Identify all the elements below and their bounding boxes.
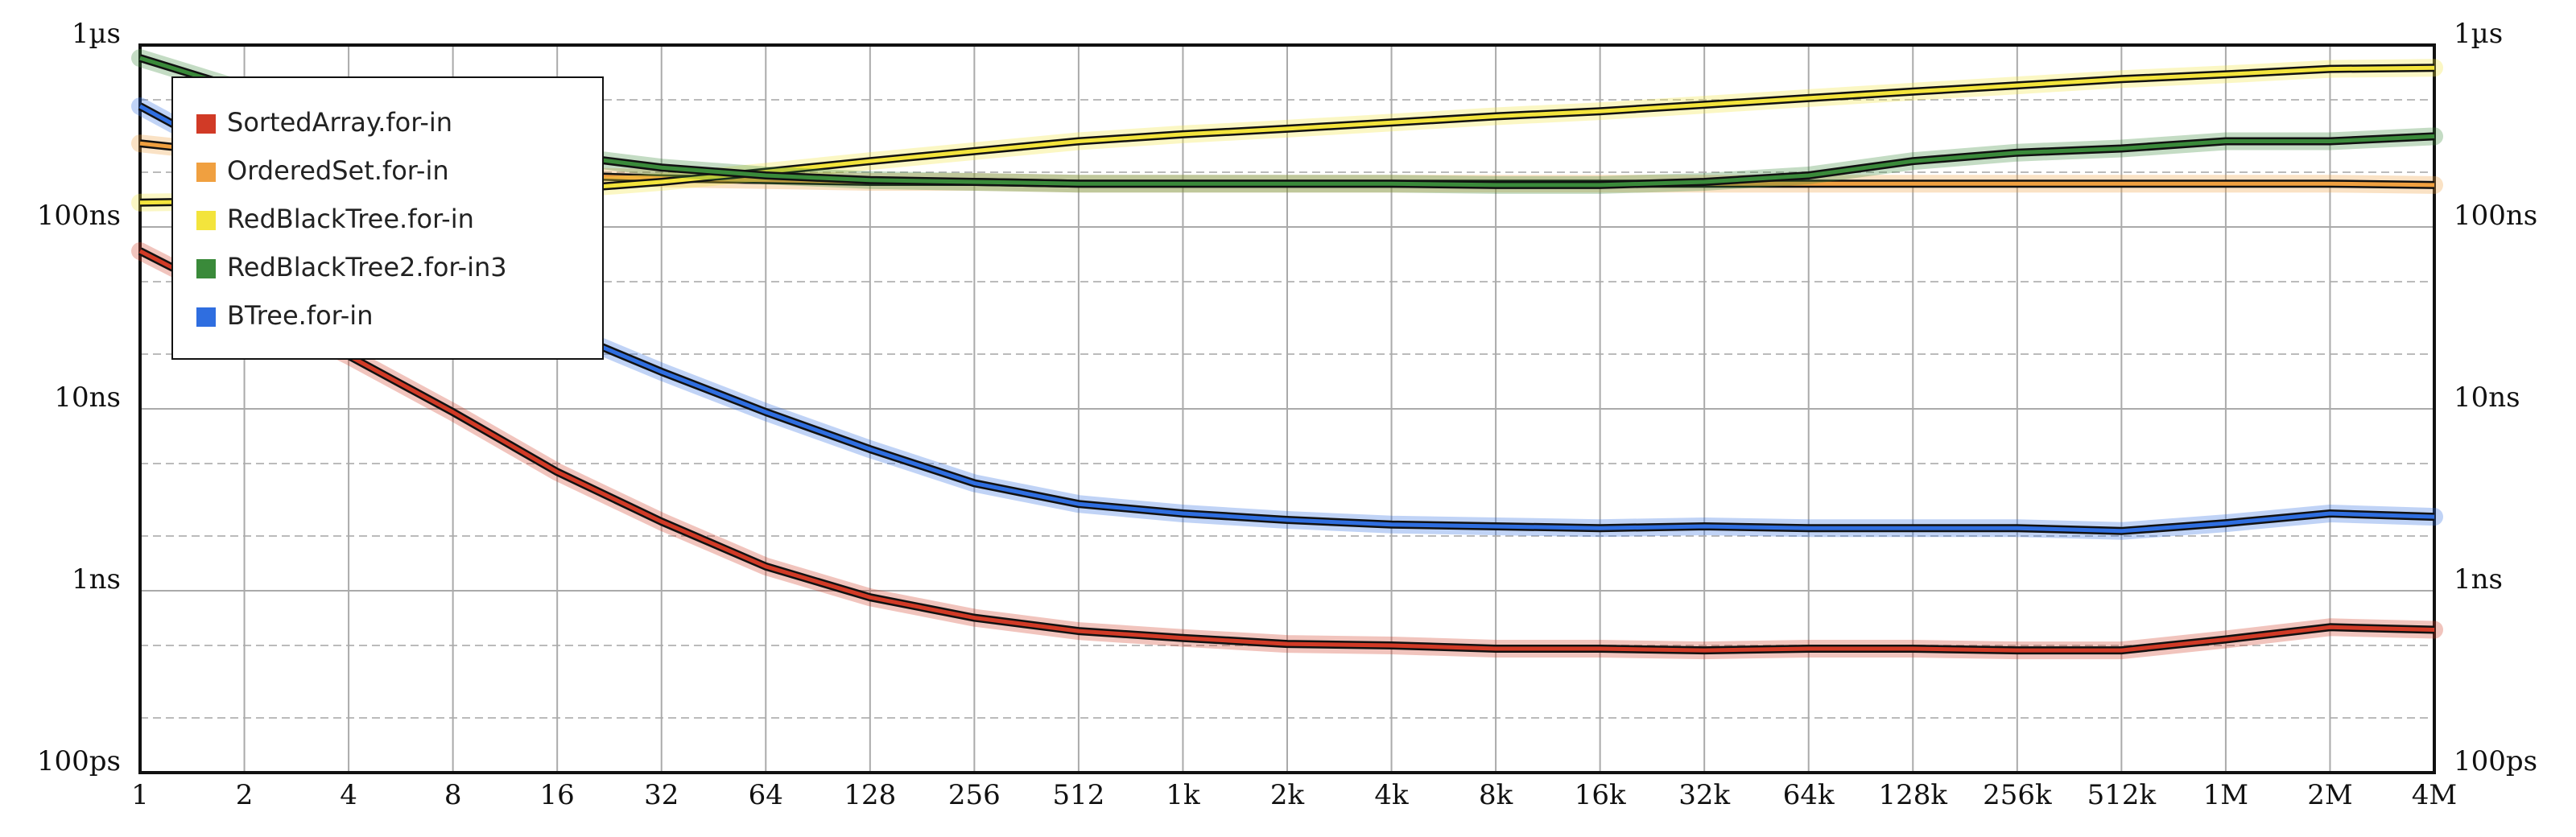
y2-tick-label: 100ns bbox=[2454, 200, 2537, 232]
x-tick-label: 128k bbox=[1879, 779, 1948, 811]
x-tick-label: 512k bbox=[2087, 779, 2157, 811]
y-tick-label: 1ns bbox=[72, 563, 121, 596]
y2-tick-label: 10ns bbox=[2454, 381, 2520, 414]
y-tick-label: 100ps bbox=[37, 745, 121, 777]
y2-tick-label: 100ps bbox=[2454, 745, 2537, 777]
legend-label: RedBlackTree2.for-in3 bbox=[227, 252, 507, 282]
x-tick-label: 8 bbox=[444, 779, 462, 811]
x-tick-label: 2k bbox=[1270, 779, 1305, 811]
legend: SortedArray.for-in OrderedSet.for-in RedBl… bbox=[171, 76, 604, 360]
x-tick-label: 1M bbox=[2203, 779, 2248, 811]
legend-swatch bbox=[196, 163, 216, 182]
y-tick-label: 1µs bbox=[72, 18, 121, 50]
x-tick-label: 16k bbox=[1575, 779, 1626, 811]
series-line bbox=[138, 249, 2435, 653]
legend-label: SortedArray.for-in bbox=[227, 107, 452, 138]
legend-label: BTree.for-in bbox=[227, 300, 373, 331]
x-tick-label: 1 bbox=[131, 779, 149, 811]
x-tick-label: 16 bbox=[540, 779, 575, 811]
y-tick-label: 100ns bbox=[37, 200, 121, 232]
x-tick-label: 1k bbox=[1166, 779, 1200, 811]
x-tick-label: 4 bbox=[340, 779, 357, 811]
y-tick-label: 10ns bbox=[54, 381, 121, 414]
y2-tick-label: 1µs bbox=[2454, 18, 2503, 50]
x-tick-label: 256 bbox=[948, 779, 1001, 811]
x-tick-label: 128 bbox=[844, 779, 896, 811]
legend-label: OrderedSet.for-in bbox=[227, 155, 449, 186]
x-tick-label: 512 bbox=[1052, 779, 1104, 811]
x-tick-label: 256k bbox=[1983, 779, 2052, 811]
x-tick-label: 2M bbox=[2307, 779, 2352, 811]
x-tick-label: 4M bbox=[2412, 779, 2457, 811]
legend-swatch bbox=[196, 211, 216, 230]
x-tick-label: 32 bbox=[644, 779, 679, 811]
legend-box bbox=[171, 76, 604, 360]
x-tick-label: 4k bbox=[1374, 779, 1409, 811]
legend-swatch bbox=[196, 114, 216, 134]
x-tick-label: 32k bbox=[1678, 779, 1730, 811]
x-tick-label: 64k bbox=[1783, 779, 1835, 811]
y2-tick-label: 1ns bbox=[2454, 563, 2503, 596]
plot-frame bbox=[138, 43, 2436, 774]
x-tick-label: 8k bbox=[1479, 779, 1513, 811]
legend-label: RedBlackTree.for-in bbox=[227, 204, 474, 234]
legend-swatch bbox=[196, 307, 216, 327]
legend-swatch bbox=[196, 259, 216, 278]
x-tick-label: 2 bbox=[236, 779, 254, 811]
x-tick-label: 64 bbox=[749, 779, 783, 811]
